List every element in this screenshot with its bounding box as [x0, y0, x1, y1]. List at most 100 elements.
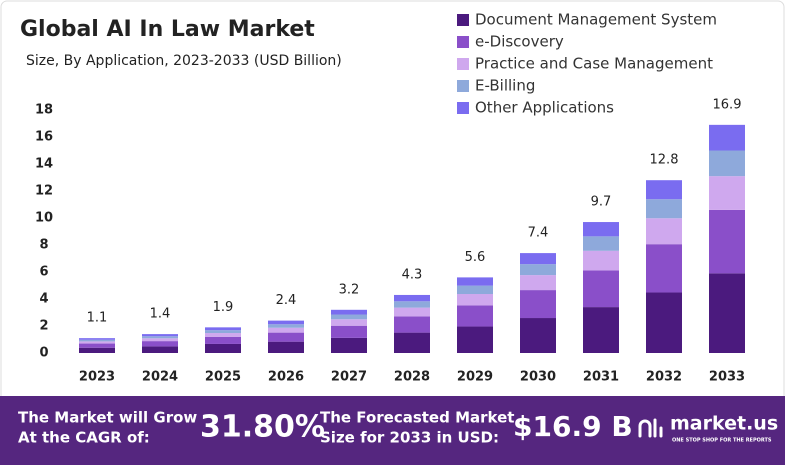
legend-swatch [457, 36, 469, 48]
y-tick-label: 10 [35, 211, 53, 226]
x-tick-label: 2030 [520, 370, 556, 385]
bar-segment [646, 292, 682, 353]
bar-segment [268, 341, 304, 353]
bar-segment [520, 318, 556, 353]
x-tick-label: 2028 [394, 370, 430, 385]
y-tick-label: 0 [39, 346, 48, 361]
bar-segment [205, 343, 241, 353]
bar-segment [709, 273, 745, 353]
y-tick-label: 18 [35, 103, 53, 118]
footer-forecast: $16.9 B [513, 410, 633, 443]
y-tick-label: 14 [35, 157, 53, 172]
legend-swatch [457, 58, 469, 70]
brand-tagline: ONE STOP SHOP FOR THE REPORTS [672, 438, 772, 444]
total-label: 1.1 [87, 311, 108, 326]
bar-segment [457, 305, 493, 327]
bar-segment [457, 294, 493, 306]
bar-segment [205, 336, 241, 344]
bar-segment [79, 343, 115, 348]
legend-swatch [457, 14, 469, 26]
bar-segment [331, 319, 367, 326]
bar-segment [646, 180, 682, 200]
total-label: 5.6 [465, 250, 486, 265]
bar-segment [520, 290, 556, 319]
bar-segment [457, 285, 493, 295]
bar-segment [457, 277, 493, 286]
bar-segment [520, 264, 556, 276]
bar-segment [268, 320, 304, 325]
bar-segment [331, 337, 367, 353]
footer-cagr: 31.80% [200, 410, 325, 445]
x-tick-label: 2023 [79, 370, 115, 385]
bar-segment [583, 270, 619, 308]
bar-segment [583, 222, 619, 237]
brand-name: market.us [670, 413, 778, 435]
bar-segment [331, 309, 367, 315]
bar-segment [520, 275, 556, 291]
bar-segment [709, 124, 745, 151]
bar-segment [142, 341, 178, 347]
x-tick-label: 2025 [205, 370, 241, 385]
chart-subtitle: Size, By Application, 2023-2033 (USD Bil… [26, 53, 342, 69]
total-label: 1.9 [213, 300, 234, 315]
y-tick-label: 12 [35, 184, 53, 199]
total-label: 12.8 [650, 153, 679, 168]
bar-segment [394, 307, 430, 317]
bar-segment [394, 301, 430, 308]
bar-segment [583, 250, 619, 271]
bar-segment [331, 325, 367, 338]
y-tick-label: 6 [39, 265, 48, 280]
bar-segment [583, 236, 619, 251]
bar-segment [709, 150, 745, 177]
footer-text: The Forecasted Market [320, 409, 514, 427]
x-tick-label: 2024 [142, 370, 178, 385]
bar-segment [457, 326, 493, 353]
x-tick-label: 2032 [646, 370, 682, 385]
y-tick-label: 16 [35, 130, 53, 145]
chart-title: Global AI In Law Market [20, 17, 315, 42]
legend-label: Other Applications [475, 99, 614, 117]
footer-text: At the CAGR of: [18, 429, 150, 447]
bar-segment [583, 307, 619, 353]
bar-segment [79, 338, 115, 340]
bar-segment [79, 341, 115, 344]
total-label: 2.4 [276, 293, 297, 308]
x-tick-label: 2027 [331, 370, 367, 385]
y-tick-label: 4 [39, 292, 48, 307]
bar-segment [205, 330, 241, 334]
legend-swatch [457, 102, 469, 114]
bar-segment [142, 338, 178, 342]
bar-segment [205, 333, 241, 337]
bar-segment [268, 324, 304, 328]
legend-label: E-Billing [475, 77, 535, 95]
total-label: 4.3 [402, 267, 423, 282]
bar-segment [394, 316, 430, 333]
y-tick-label: 2 [39, 319, 48, 334]
bar-segment [79, 339, 115, 342]
legend-label: e-Discovery [475, 33, 564, 51]
x-tick-label: 2026 [268, 370, 304, 385]
legend-swatch [457, 80, 469, 92]
x-tick-label: 2033 [709, 370, 745, 385]
bar-segment [142, 336, 178, 339]
bar-segment [79, 347, 115, 353]
bar-segment [709, 176, 745, 210]
total-label: 16.9 [713, 97, 742, 112]
footer-text: Size for 2033 in USD: [320, 429, 499, 447]
brand-logo [638, 418, 663, 438]
bar-segment [646, 218, 682, 245]
bar-segment [268, 327, 304, 333]
bar-segment [520, 253, 556, 265]
legend-label: Document Management System [475, 11, 717, 29]
bar-segment [646, 244, 682, 293]
total-label: 1.4 [150, 307, 171, 322]
total-label: 7.4 [528, 226, 549, 241]
bar-segment [142, 346, 178, 353]
footer-text: The Market will Grow [18, 409, 197, 427]
x-tick-label: 2031 [583, 370, 619, 385]
bar-segment [709, 209, 745, 274]
bar-segment [394, 294, 430, 302]
bar-segment [205, 327, 241, 331]
